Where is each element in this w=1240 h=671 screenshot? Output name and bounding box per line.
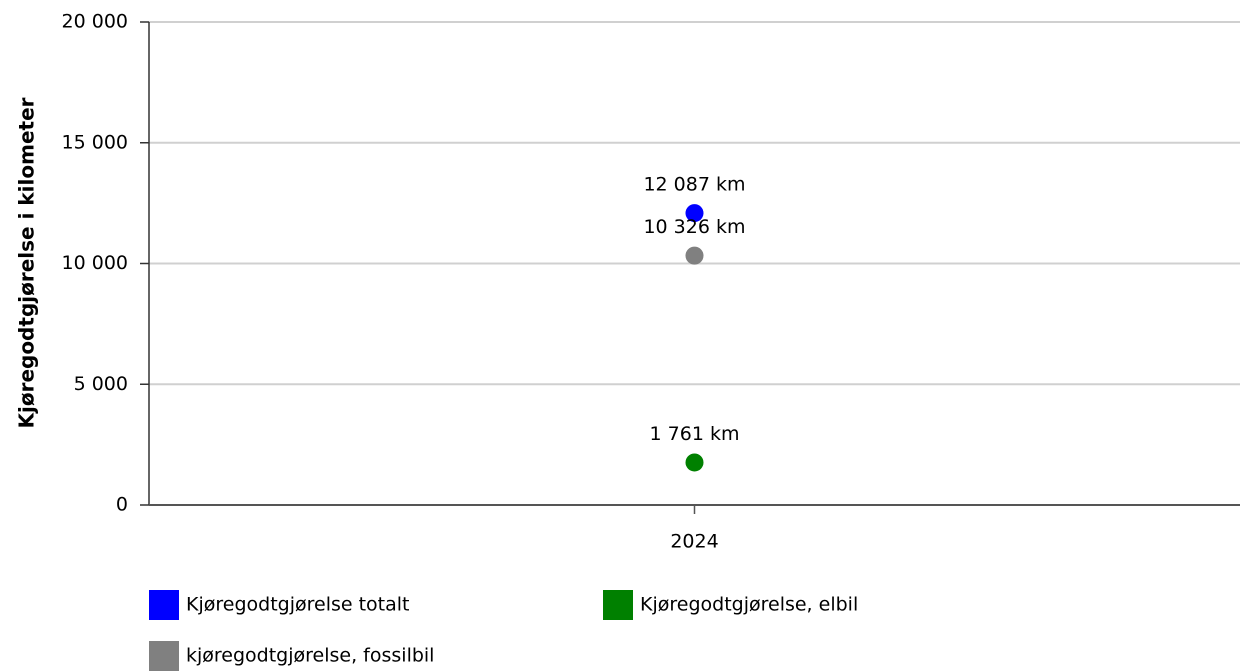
dot — [685, 246, 704, 265]
y-axis-label: Kjøregodtgjørelse i kilometer — [15, 97, 39, 428]
data-label: 12 087 km — [643, 174, 745, 196]
legend-swatch — [603, 590, 633, 620]
y-tick-label: 20 000 — [62, 11, 128, 33]
y-tick-label: 15 000 — [62, 131, 128, 153]
legend-label: Kjøregodtgjørelse totalt — [186, 594, 410, 616]
y-tick-label: 0 — [116, 494, 128, 516]
legend-swatch — [149, 590, 179, 620]
dot — [685, 204, 704, 223]
data-label: 1 761 km — [650, 423, 740, 445]
dot — [685, 453, 704, 472]
legend-swatch — [149, 641, 179, 671]
legend-label: Kjøregodtgjørelse, elbil — [640, 594, 858, 616]
y-tick-label: 5 000 — [74, 373, 128, 395]
y-tick-label: 10 000 — [62, 252, 128, 274]
data-label: 10 326 km — [643, 216, 745, 238]
legend-label: kjøregodtgjørelse, fossilbil — [186, 645, 434, 667]
x-tick-label: 2024 — [670, 531, 718, 553]
